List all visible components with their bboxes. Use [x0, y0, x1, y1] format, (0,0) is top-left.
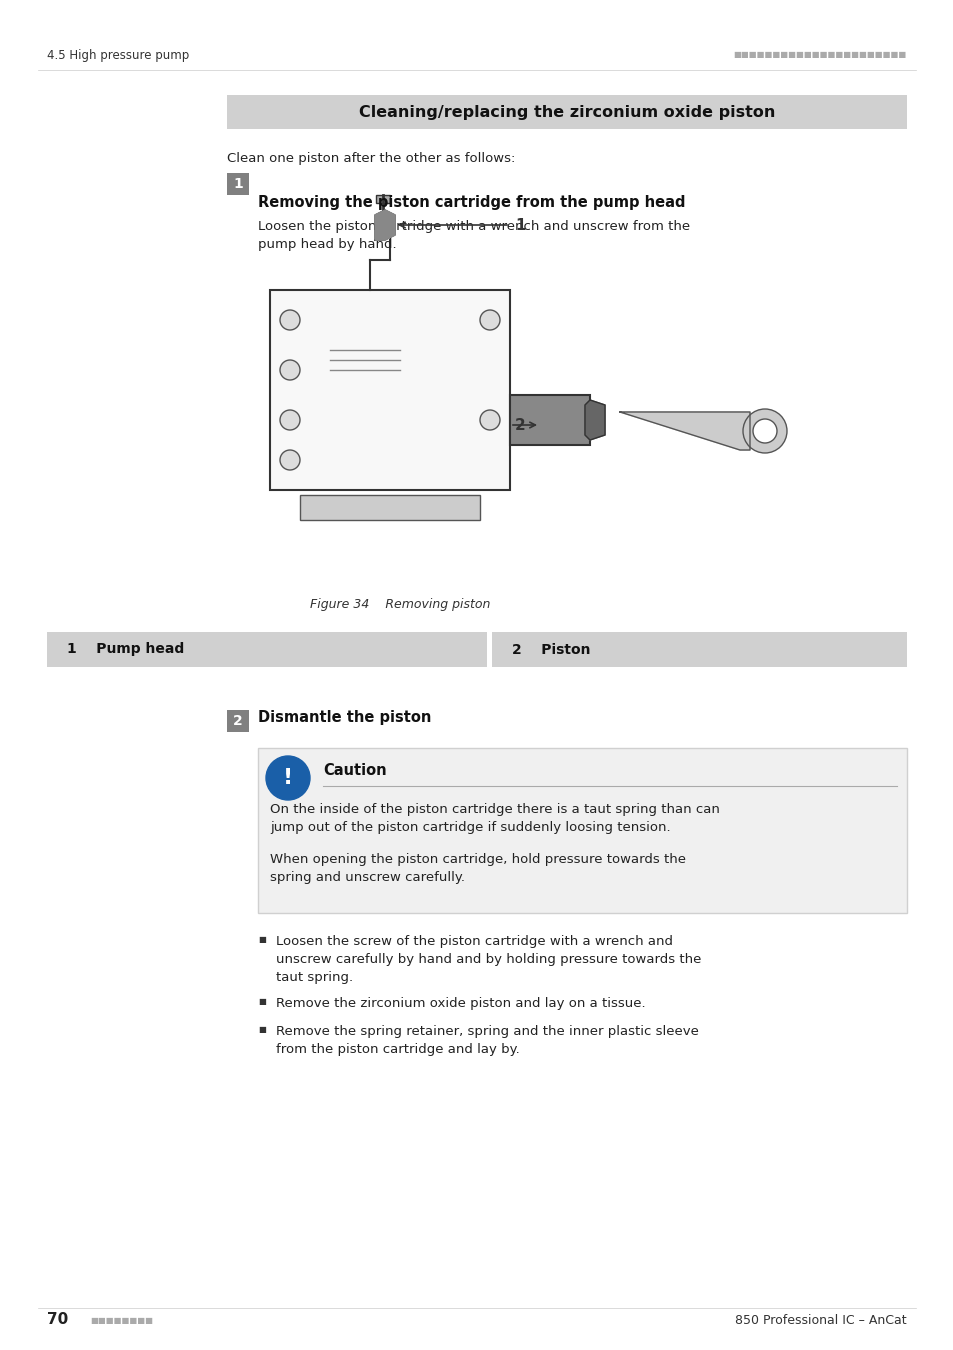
- Text: Dismantle the piston: Dismantle the piston: [257, 710, 431, 725]
- Text: 2    Piston: 2 Piston: [512, 643, 590, 656]
- FancyBboxPatch shape: [227, 710, 249, 732]
- Text: Loosen the piston cartridge with a wrench and unscrew from the
pump head by hand: Loosen the piston cartridge with a wrenc…: [257, 220, 689, 251]
- Polygon shape: [375, 211, 395, 240]
- Text: Clean one piston after the other as follows:: Clean one piston after the other as foll…: [227, 153, 515, 165]
- Text: Removing the piston cartridge from the pump head: Removing the piston cartridge from the p…: [257, 194, 685, 211]
- Circle shape: [752, 418, 776, 443]
- Text: 70: 70: [47, 1312, 69, 1327]
- FancyBboxPatch shape: [299, 495, 479, 520]
- Text: Figure 34    Removing piston: Figure 34 Removing piston: [310, 598, 490, 612]
- FancyBboxPatch shape: [227, 173, 249, 194]
- Text: 4.5 High pressure pump: 4.5 High pressure pump: [47, 49, 189, 62]
- FancyBboxPatch shape: [492, 632, 906, 667]
- Circle shape: [479, 410, 499, 431]
- Text: Remove the spring retainer, spring and the inner plastic sleeve
from the piston : Remove the spring retainer, spring and t…: [275, 1025, 699, 1056]
- Text: 2: 2: [515, 417, 525, 432]
- Circle shape: [280, 310, 299, 329]
- Circle shape: [266, 756, 310, 801]
- Text: 2: 2: [233, 714, 243, 728]
- Text: When opening the piston cartridge, hold pressure towards the
spring and unscrew : When opening the piston cartridge, hold …: [270, 853, 685, 884]
- Text: !: !: [283, 768, 293, 788]
- Text: ■: ■: [257, 936, 266, 944]
- Text: ■: ■: [257, 998, 266, 1006]
- Text: ■■■■■■■■: ■■■■■■■■: [90, 1315, 152, 1324]
- Circle shape: [280, 360, 299, 379]
- FancyBboxPatch shape: [375, 194, 390, 202]
- Circle shape: [742, 409, 786, 454]
- Text: 850 Professional IC – AnCat: 850 Professional IC – AnCat: [735, 1314, 906, 1327]
- Circle shape: [280, 450, 299, 470]
- Polygon shape: [584, 400, 604, 440]
- Text: 1    Pump head: 1 Pump head: [67, 643, 184, 656]
- Text: ■■■■■■■■■■■■■■■■■■■■■■: ■■■■■■■■■■■■■■■■■■■■■■: [733, 50, 906, 59]
- FancyBboxPatch shape: [227, 95, 906, 130]
- Circle shape: [280, 410, 299, 431]
- FancyBboxPatch shape: [257, 748, 906, 913]
- Text: Remove the zirconium oxide piston and lay on a tissue.: Remove the zirconium oxide piston and la…: [275, 998, 645, 1010]
- Circle shape: [479, 310, 499, 329]
- Text: ■: ■: [257, 1025, 266, 1034]
- Text: Caution: Caution: [323, 763, 386, 778]
- Text: Cleaning/replacing the zirconium oxide piston: Cleaning/replacing the zirconium oxide p…: [358, 104, 775, 120]
- Text: 1: 1: [515, 217, 525, 232]
- Text: Loosen the screw of the piston cartridge with a wrench and
unscrew carefully by : Loosen the screw of the piston cartridge…: [275, 936, 700, 984]
- Text: On the inside of the piston cartridge there is a taut spring than can
jump out o: On the inside of the piston cartridge th…: [270, 803, 720, 834]
- FancyBboxPatch shape: [270, 290, 510, 490]
- FancyBboxPatch shape: [510, 396, 589, 446]
- FancyBboxPatch shape: [47, 632, 486, 667]
- Text: 1: 1: [233, 177, 243, 190]
- Polygon shape: [619, 412, 749, 450]
